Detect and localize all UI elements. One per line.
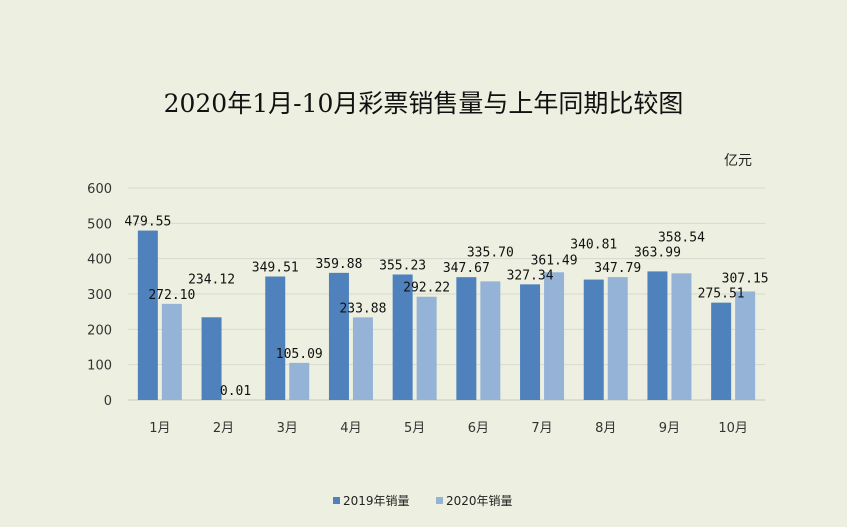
bar-2020 [607,277,628,400]
y-tick-label: 400 [87,253,112,268]
data-label: 292.22 [403,281,450,296]
bar-2019 [137,230,158,400]
bar-2020 [735,291,756,400]
data-label: 355.23 [379,258,426,273]
x-tick-label: 5月 [404,421,425,436]
data-label: 359.88 [315,257,362,272]
x-tick-label: 2月 [213,421,234,436]
y-tick-label: 300 [87,288,112,303]
bar-2019 [520,284,541,400]
bar-2020 [416,296,437,400]
data-label: 349.51 [252,261,299,276]
data-label: 479.55 [124,215,171,230]
x-tick-label: 9月 [659,421,680,436]
bar-2019 [647,271,668,400]
y-tick-label: 500 [87,217,112,232]
x-tick-label: 1月 [149,421,170,436]
bar-2020 [352,317,373,400]
y-tick-label: 0 [104,394,112,409]
bar-2019 [711,302,732,400]
bar-2020 [289,362,310,400]
data-label: 307.15 [722,271,769,286]
data-label: 234.12 [188,272,235,287]
bar-2019 [456,277,477,400]
bar-2019 [328,272,349,400]
legend-swatch [333,497,340,504]
bar-2019 [583,279,604,400]
y-tick-label: 600 [87,182,112,197]
data-label: 275.51 [698,287,745,302]
unit-label: 亿元 [724,153,752,169]
data-label: 0.01 [220,384,251,399]
data-label: 340.81 [570,238,617,253]
x-tick-label: 10月 [718,421,748,436]
x-tick-label: 3月 [277,421,298,436]
data-label: 347.79 [594,261,641,276]
bar-2020 [671,273,692,400]
data-label: 361.49 [531,253,578,268]
data-label: 347.67 [443,261,490,276]
x-tick-label: 8月 [595,421,616,436]
bar-2019 [392,274,413,400]
chart-title: 2020年1月-10月彩票销售量与上年同期比较图 [163,89,684,118]
data-label: 335.70 [467,245,514,260]
x-tick-label: 7月 [531,421,552,436]
data-label: 272.10 [148,288,195,303]
data-label: 233.88 [339,301,386,316]
x-tick-label: 4月 [340,421,361,436]
x-tick-label: 6月 [468,421,489,436]
data-label: 363.99 [634,245,681,260]
bar-2020 [161,303,182,400]
bar-2019 [201,317,222,400]
bar-2020 [544,272,565,400]
bar-2020 [480,281,501,400]
data-label: 358.54 [658,230,705,245]
data-label: 105.09 [276,347,323,362]
data-label: 327.34 [507,268,554,283]
bar-2019 [265,276,286,400]
legend-label: 2019年销量 [343,494,410,508]
legend-swatch [436,497,443,504]
legend-label: 2020年销量 [446,494,513,508]
y-tick-label: 100 [87,359,112,374]
y-tick-label: 200 [87,323,112,338]
